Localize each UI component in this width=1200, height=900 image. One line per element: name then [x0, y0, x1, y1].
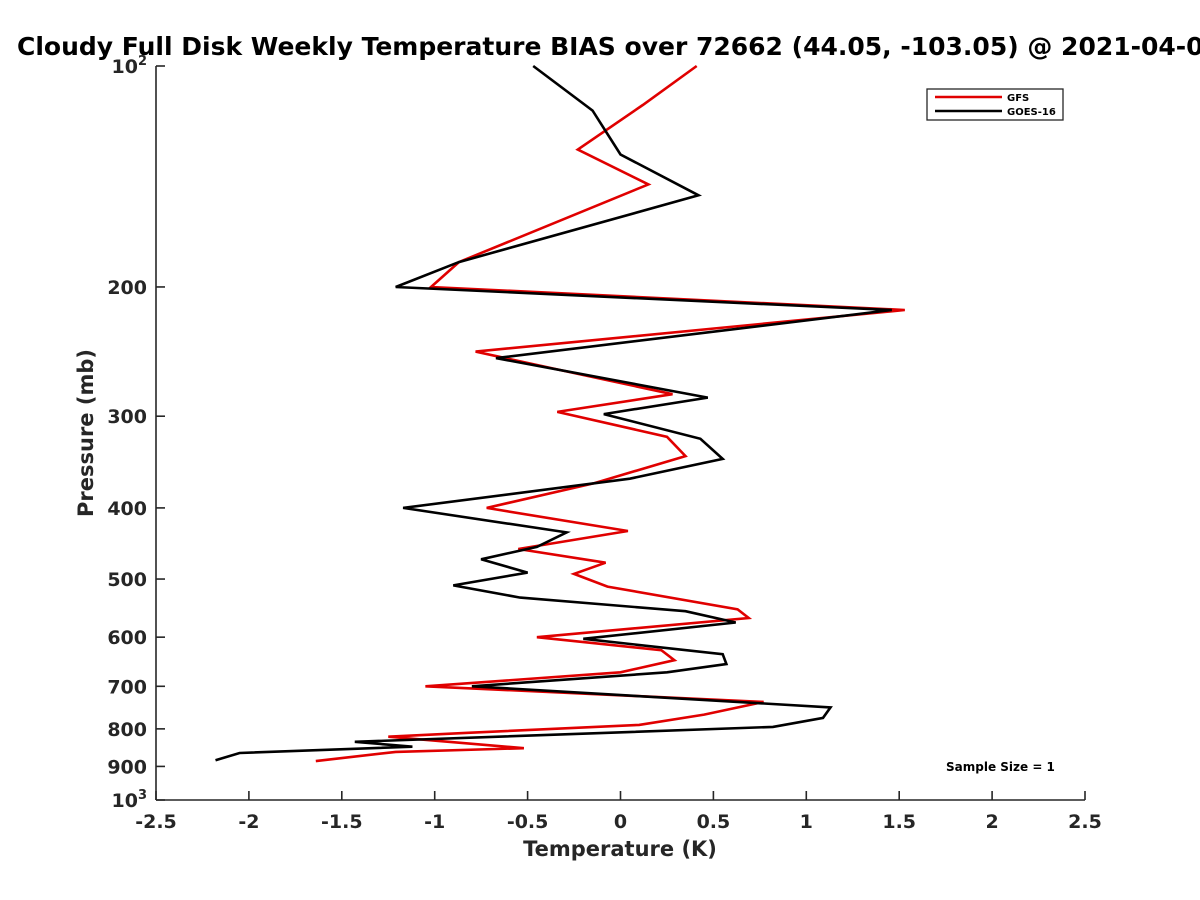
- y-tick-label: 103: [112, 788, 148, 812]
- y-tick-label: 300: [107, 406, 147, 428]
- y-tick-label: 600: [107, 627, 147, 649]
- x-tick-label: 0.5: [697, 811, 731, 833]
- x-ticks: -2.5 -2 -1.5 -1 -0.5 0 0.5 1 1.5 2 2.5: [135, 791, 1102, 833]
- sample-size-annotation: Sample Size = 1: [946, 760, 1055, 774]
- y-tick-label: 200: [107, 277, 147, 299]
- y-axis-label: Pressure (mb): [74, 349, 98, 517]
- x-axis-label: Temperature (K): [523, 837, 717, 861]
- y-tick-label: 700: [107, 676, 147, 698]
- y-tick-label: 800: [107, 719, 147, 741]
- legend-box: [926, 88, 1064, 121]
- x-tick-label: 2: [985, 811, 998, 833]
- series-line-goes16: [215, 64, 892, 762]
- series-lines: [215, 64, 905, 763]
- y-tick-label: 400: [107, 498, 147, 520]
- x-tick-label: -2: [238, 811, 259, 833]
- legend-label-gfs: GFS: [1007, 93, 1029, 104]
- chart-title: Cloudy Full Disk Weekly Temperature BIAS…: [17, 32, 1200, 61]
- y-ticks: 102 200 300 400 500 600 700 800 900 103: [107, 54, 165, 812]
- plot-area: -2.5 -2 -1.5 -1 -0.5 0 0.5 1 1.5 2 2.5 102 200 300 40…: [107, 54, 1102, 833]
- y-tick-label: 500: [107, 569, 147, 591]
- legend-label-goes16: GOES-16: [1007, 107, 1056, 118]
- x-tick-label: 2.5: [1068, 811, 1102, 833]
- x-tick-label: -1: [424, 811, 445, 833]
- x-tick-label: 0: [614, 811, 627, 833]
- x-tick-label: -1.5: [321, 811, 363, 833]
- x-tick-label: 1: [800, 811, 813, 833]
- y-tick-label: 900: [107, 756, 147, 778]
- x-tick-label: 1.5: [882, 811, 916, 833]
- x-tick-label: -0.5: [507, 811, 549, 833]
- y-tick-label: 102: [112, 54, 148, 78]
- x-tick-label: -2.5: [135, 811, 177, 833]
- legend: GFS GOES-16: [926, 88, 1064, 121]
